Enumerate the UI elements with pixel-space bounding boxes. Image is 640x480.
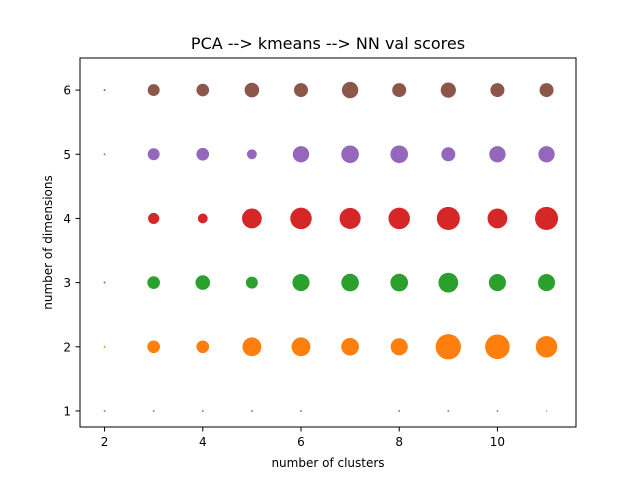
- data-point-d2-k8: [390, 338, 408, 356]
- data-markers: [103, 81, 559, 412]
- data-point-d3-k8: [390, 273, 409, 292]
- data-point-d6-k8: [392, 83, 407, 98]
- data-point-d3-k5: [245, 276, 258, 289]
- data-point-d6-k11: [539, 83, 554, 98]
- data-point-d1-k2: [103, 410, 106, 412]
- data-point-d4-k5: [241, 208, 262, 229]
- data-point-d4-k4: [197, 213, 208, 224]
- x-tick-label: 8: [395, 435, 403, 449]
- data-point-d5-k8: [390, 145, 409, 164]
- data-point-d6-k9: [440, 82, 456, 98]
- data-point-d3-k6: [292, 274, 310, 292]
- data-point-d4-k6: [290, 207, 312, 230]
- data-point-d1-k8: [398, 410, 401, 412]
- data-point-d1-k10: [496, 410, 499, 412]
- data-point-d6-k5: [244, 82, 260, 98]
- data-point-d2-k11: [535, 336, 558, 358]
- data-point-d3-k10: [488, 274, 506, 292]
- data-point-d1-k3: [152, 410, 155, 412]
- data-point-d1-k11: [545, 410, 548, 412]
- data-point-d6-k2: [103, 89, 106, 92]
- data-point-d3-k4: [195, 275, 211, 290]
- data-point-d5-k3: [147, 148, 160, 161]
- data-point-d5-k6: [292, 146, 310, 163]
- data-point-d6-k7: [341, 81, 359, 99]
- y-axis-label: number of dimensions: [41, 175, 55, 309]
- data-point-d4-k7: [339, 207, 361, 229]
- data-point-d2-k3: [147, 340, 160, 354]
- x-tick-label: 10: [490, 435, 505, 449]
- chart-title: PCA --> kmeans --> NN val scores: [191, 34, 465, 53]
- y-tick-label: 6: [63, 84, 71, 98]
- data-point-d2-k10: [485, 334, 510, 360]
- data-point-d6-k10: [490, 83, 505, 98]
- data-point-d2-k6: [291, 337, 311, 357]
- data-point-d5-k11: [538, 146, 555, 163]
- data-point-d5-k10: [489, 146, 506, 163]
- y-tick-label: 5: [63, 148, 71, 162]
- x-axis-label: number of clusters: [271, 456, 384, 470]
- data-point-d1-k5: [250, 410, 253, 412]
- data-point-d1-k9: [447, 410, 450, 412]
- x-tick-label: 2: [101, 435, 109, 449]
- y-tick-label: 4: [63, 212, 71, 226]
- data-point-d3-k7: [341, 273, 359, 292]
- x-tick-label: 6: [297, 435, 305, 449]
- data-point-d4-k10: [487, 208, 508, 229]
- data-point-d5-k2: [103, 153, 106, 156]
- y-axis-ticks: 1 2 3 4 5 6: [63, 84, 80, 418]
- y-tick-label: 1: [63, 404, 71, 418]
- data-point-d2-k2: [103, 345, 106, 348]
- y-tick-label: 3: [63, 276, 71, 290]
- y-tick-label: 2: [63, 340, 71, 354]
- data-point-d2-k5: [242, 337, 262, 357]
- plot-frame: [79, 57, 577, 428]
- data-point-d5-k5: [246, 149, 257, 160]
- data-point-d6-k6: [293, 83, 308, 98]
- data-point-d2-k7: [341, 337, 359, 356]
- data-point-d2-k4: [196, 340, 210, 354]
- data-point-d2-k9: [435, 334, 461, 360]
- data-point-d4-k11: [534, 206, 559, 230]
- data-point-d4-k9: [436, 206, 460, 230]
- data-point-d5-k7: [341, 145, 359, 164]
- data-point-d3-k9: [438, 272, 459, 293]
- data-point-d5-k4: [196, 147, 210, 161]
- data-point-d3-k3: [147, 276, 160, 289]
- x-tick-label: 4: [199, 435, 207, 449]
- data-point-d4-k8: [388, 207, 410, 230]
- x-axis-ticks: 2 4 6 8 10: [101, 427, 505, 449]
- data-point-d1-k4: [201, 410, 204, 412]
- data-point-d3-k2: [103, 281, 106, 284]
- data-point-d1-k6: [300, 410, 302, 412]
- data-point-d6-k4: [196, 83, 210, 97]
- data-point-d5-k9: [441, 147, 456, 162]
- data-point-d3-k11: [537, 274, 556, 292]
- data-point-d4-k3: [148, 212, 160, 225]
- data-point-d6-k3: [147, 84, 160, 97]
